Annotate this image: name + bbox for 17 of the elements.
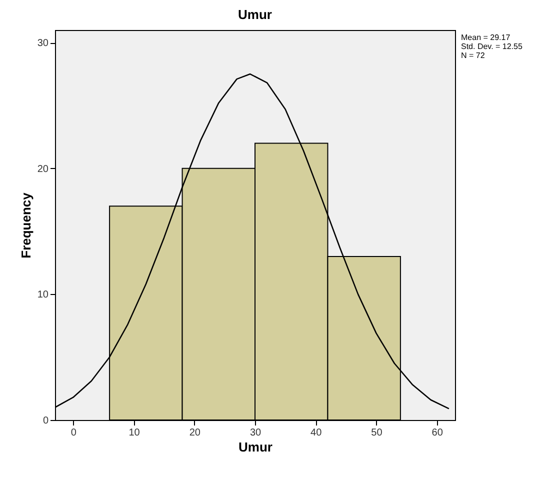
x-tick-label: 50 <box>371 428 383 438</box>
text: N = 72 <box>461 51 486 60</box>
x-tick-label: 30 <box>250 428 262 438</box>
x-tick-label: 40 <box>310 428 322 438</box>
text: Mean = 29.17 <box>461 33 511 42</box>
y-tick-label: 30 <box>37 38 49 50</box>
x-tick-label: 60 <box>432 428 444 438</box>
x-tick-label: 20 <box>189 428 201 438</box>
x-tick-label: 10 <box>128 428 140 438</box>
y-tick-label: 10 <box>37 290 49 301</box>
y-tick-label: 0 <box>42 416 49 426</box>
text: Std. Dev. = 12.55 <box>461 42 523 51</box>
y-axis-title: Frequency <box>18 192 34 258</box>
x-tick-label: 0 <box>70 428 77 438</box>
x-axis-title: Umur <box>238 440 272 454</box>
chart-title: Umur <box>238 7 272 22</box>
y-tick-label: 20 <box>37 164 49 175</box>
